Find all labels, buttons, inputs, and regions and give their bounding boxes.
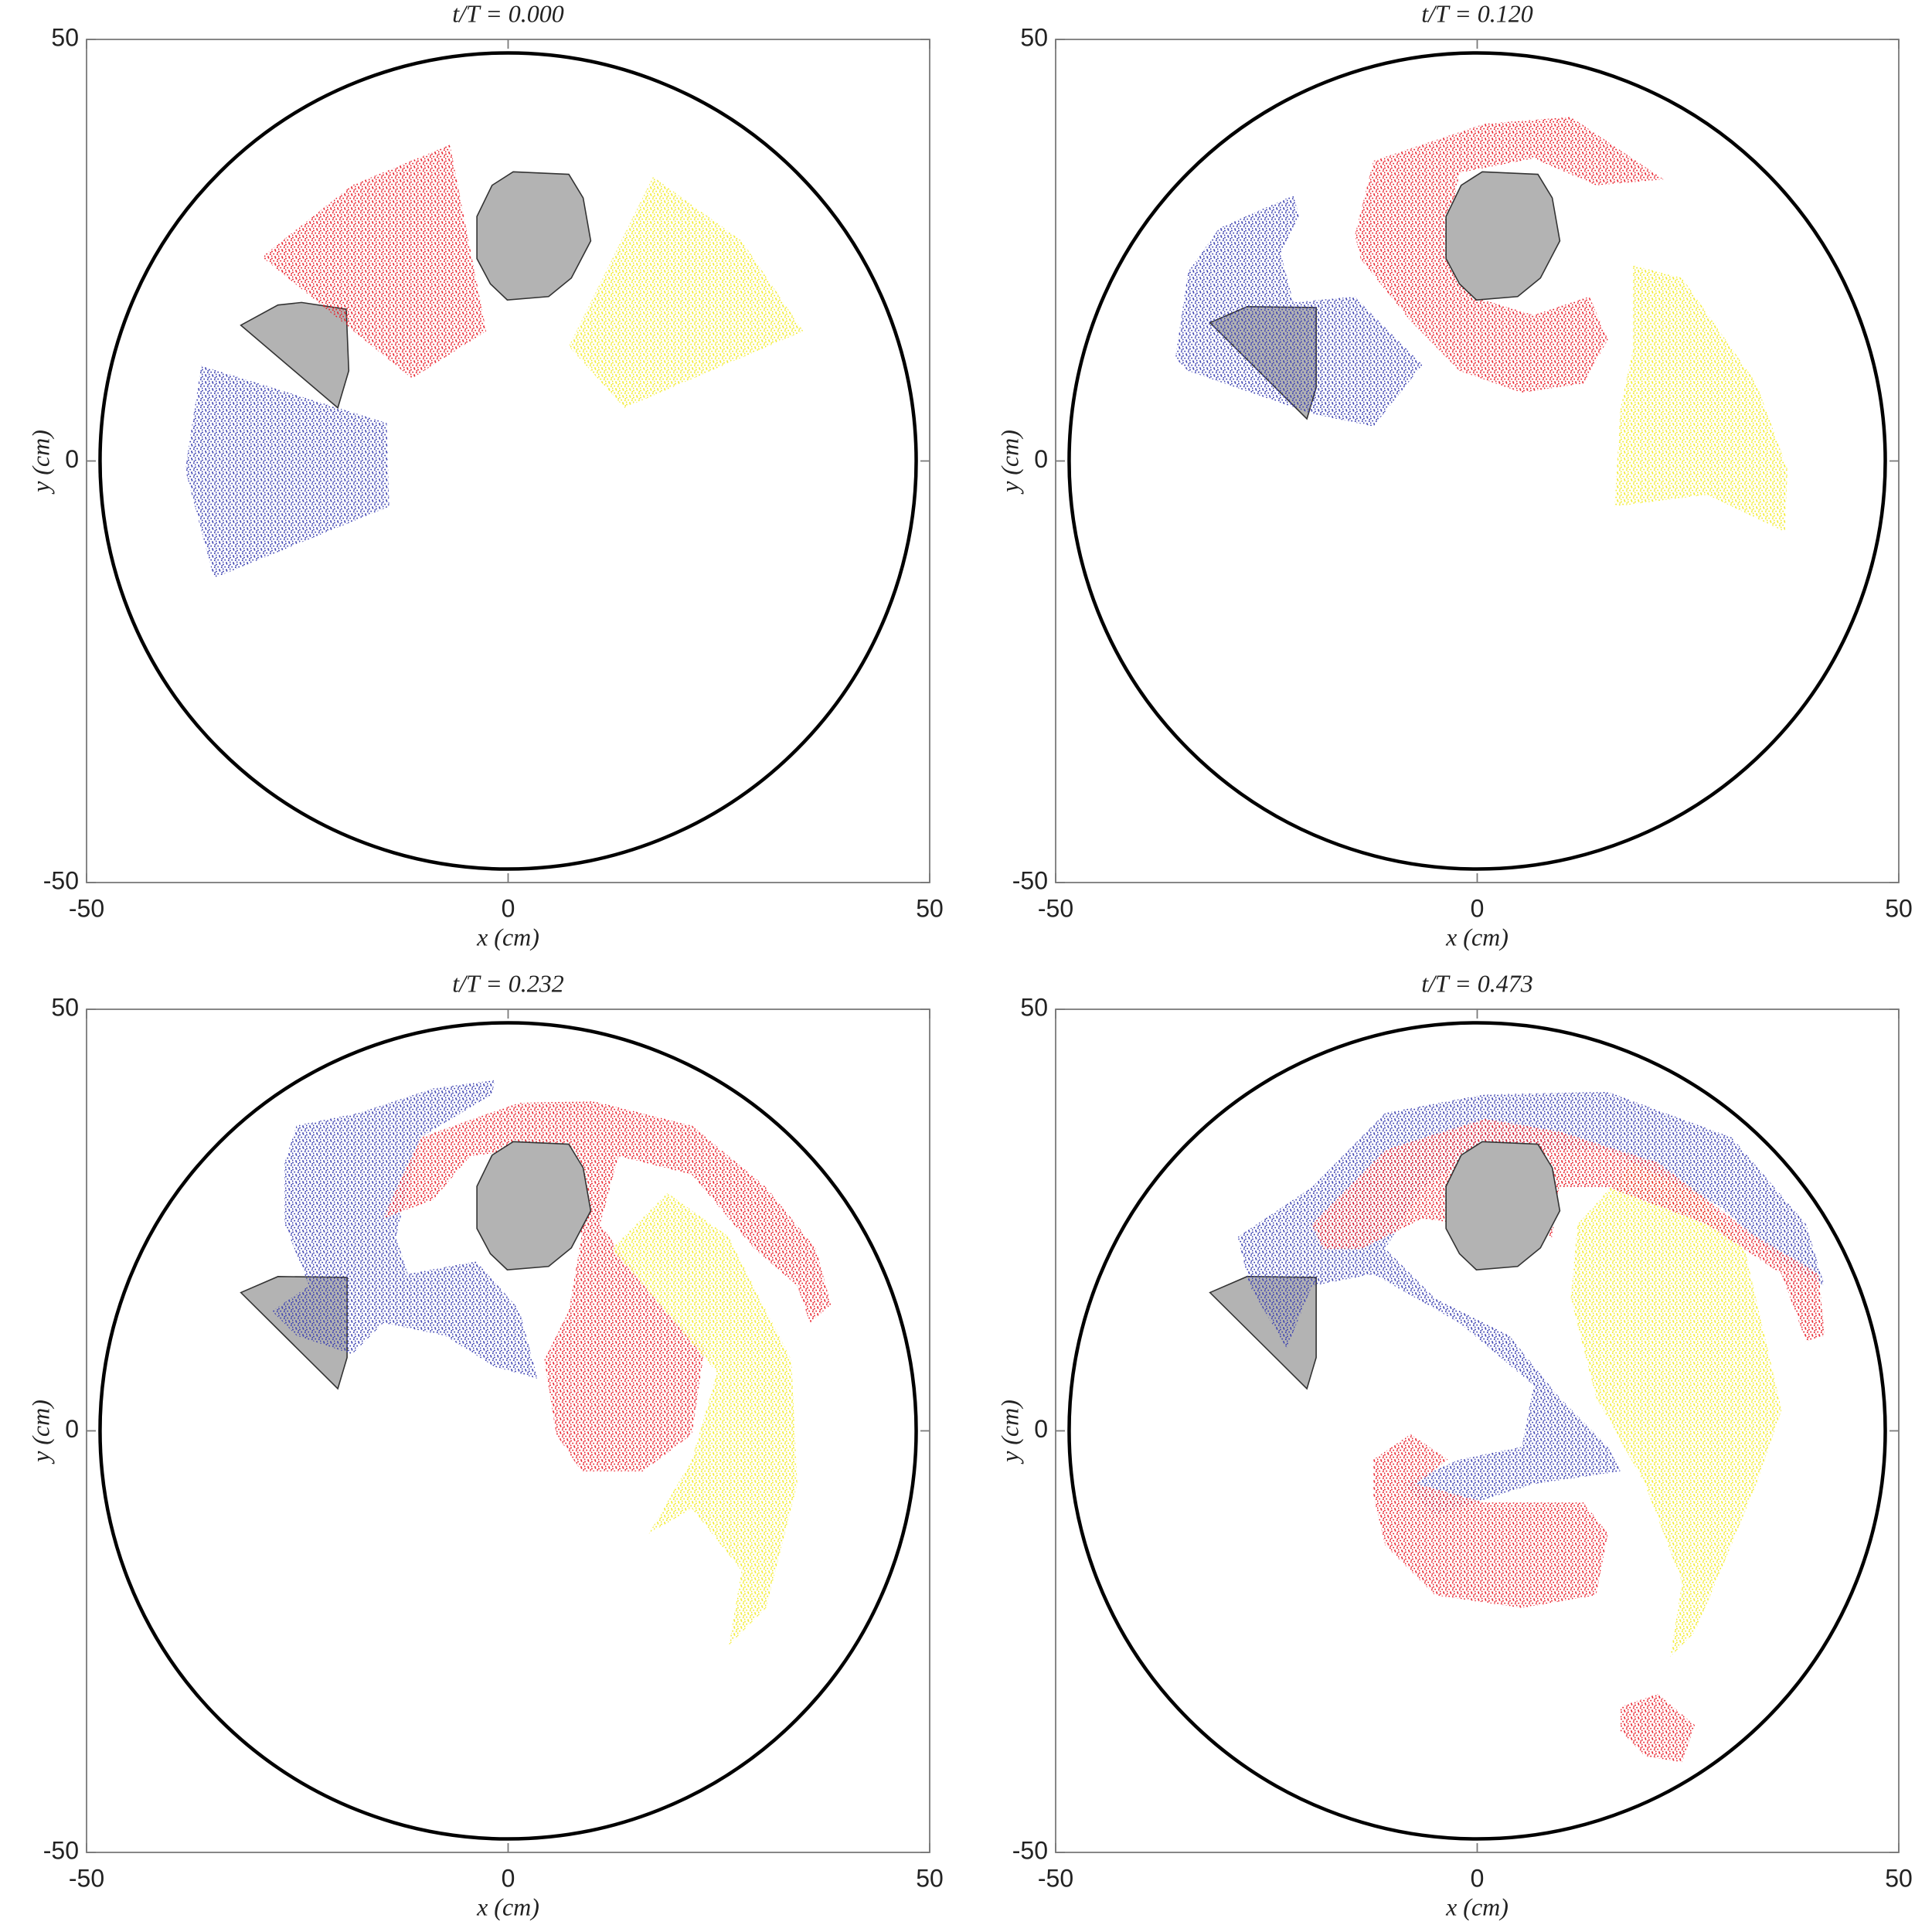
boundary-circle	[98, 51, 918, 871]
x-tick-label: 0	[1471, 894, 1485, 922]
y-tick-label: 0	[1034, 1415, 1048, 1443]
x-tick-label: -50	[69, 894, 104, 922]
particle-region	[569, 176, 804, 408]
y-tick-label: 0	[1034, 445, 1048, 473]
y-tick-label: 0	[65, 1415, 79, 1443]
particle-region	[1614, 265, 1787, 532]
y-tick-label: 50	[1020, 23, 1048, 51]
x-axis-label: x (cm)	[1445, 923, 1509, 951]
y-tick-label: 0	[65, 445, 79, 473]
y-axis-label: y (cm)	[995, 1400, 1023, 1464]
x-axis-label: x (cm)	[476, 923, 539, 951]
y-tick-label: 50	[1020, 993, 1048, 1021]
x-tick-label: 50	[1885, 1864, 1913, 1892]
y-axis-label: y (cm)	[26, 430, 54, 495]
panel-title: t/T = 0.000	[452, 0, 564, 27]
panel-title: t/T = 0.232	[452, 969, 564, 997]
y-tick-label: 50	[51, 23, 79, 51]
boundary-circle	[98, 1021, 918, 1841]
panel: t/T = 0.120 x (cm) y (cm) -50 0 50 -50 0 50	[995, 0, 1912, 951]
x-tick-label: 50	[1885, 894, 1913, 922]
particle-region	[611, 1192, 798, 1645]
obstacle	[1445, 1141, 1561, 1270]
y-tick-label: -50	[43, 1836, 79, 1864]
particle-region	[272, 1080, 538, 1379]
y-tick-label: -50	[43, 866, 79, 894]
particle-region	[1355, 117, 1664, 393]
particle-region	[185, 366, 389, 579]
x-tick-label: 0	[502, 1864, 515, 1892]
y-axis-label: y (cm)	[26, 1400, 54, 1464]
particle-region	[1373, 1434, 1608, 1608]
x-tick-label: 0	[502, 894, 515, 922]
x-tick-label: -50	[69, 1864, 104, 1892]
obstacle	[476, 1141, 592, 1270]
panel-title: t/T = 0.120	[1421, 0, 1533, 27]
particle-region	[261, 145, 487, 379]
x-tick-label: 0	[1471, 1864, 1485, 1892]
x-tick-label: -50	[1038, 1864, 1073, 1892]
particle-region	[1311, 1118, 1825, 1342]
particle-region	[383, 1100, 832, 1471]
obstacle	[476, 171, 592, 301]
obstacle	[1445, 171, 1561, 301]
panel-title: t/T = 0.473	[1421, 969, 1533, 997]
y-tick-label: -50	[1012, 866, 1048, 894]
particle-region	[1620, 1693, 1695, 1763]
particle-region	[1175, 195, 1423, 427]
y-tick-label: -50	[1012, 1836, 1048, 1864]
panel: t/T = 0.473 x (cm) y (cm) -50 0 50 -50 0 50	[995, 969, 1912, 1920]
y-axis-label: y (cm)	[995, 430, 1023, 495]
boundary-circle	[1067, 51, 1887, 871]
x-axis-label: x (cm)	[476, 1893, 539, 1920]
particle-region	[1570, 1162, 1782, 1657]
x-tick-label: -50	[1038, 894, 1073, 922]
panel: t/T = 0.000 x (cm) y (cm) -50 0 50 -50 0 50	[26, 0, 943, 951]
x-axis-label: x (cm)	[1445, 1893, 1509, 1920]
boundary-circle	[1067, 1021, 1887, 1841]
x-tick-label: 50	[916, 1864, 944, 1892]
x-tick-label: 50	[916, 894, 944, 922]
panel: t/T = 0.232 x (cm) y (cm) -50 0 50 -50 0 50	[26, 969, 943, 1920]
y-tick-label: 50	[51, 993, 79, 1021]
